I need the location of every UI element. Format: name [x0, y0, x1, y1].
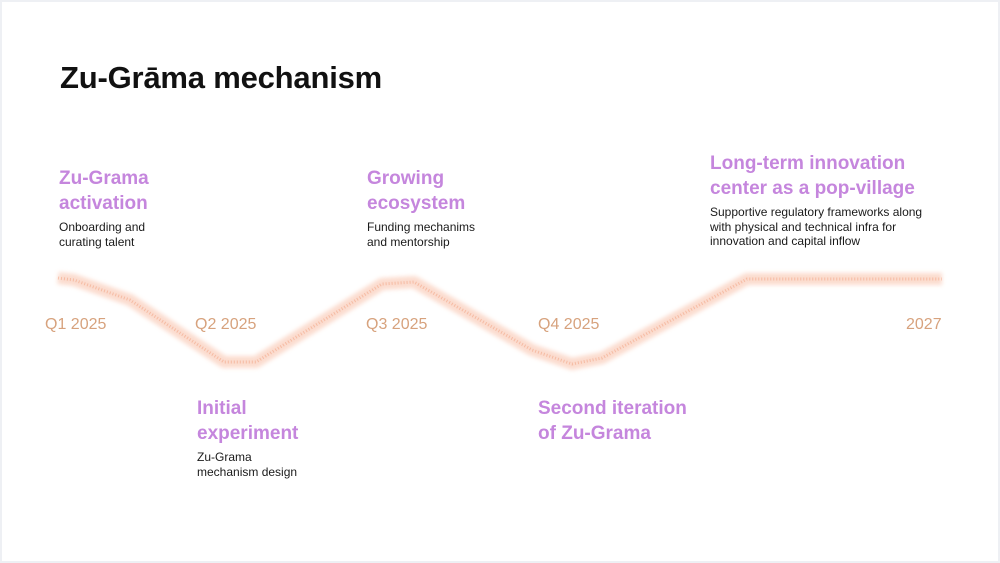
milestone-description: Supportive regulatory frameworks along w… [710, 205, 923, 248]
page-title: Zu-Grāma mechanism [60, 60, 383, 95]
milestone-title: Zu-Grama activation [59, 168, 149, 214]
milestone-growing-ecosystem: Growing ecosystem Funding mechanims and … [367, 166, 475, 249]
timeline-wave-line [57, 276, 942, 366]
milestone-long-term-innovation-center: Long-term innovation center as a pop-vil… [710, 151, 922, 249]
milestone-zu-grama-activation: Zu-Grama activation Onboarding and curat… [59, 166, 149, 249]
milestone-second-iteration: Second iteration of Zu-Grama [538, 396, 687, 446]
milestone-description: Funding mechanims and mentorship [367, 220, 476, 249]
period-label-q1-2025: Q1 2025 [45, 316, 107, 333]
period-label-q3-2025: Q3 2025 [366, 316, 428, 333]
milestone-title: Long-term innovation center as a pop-vil… [710, 153, 915, 199]
milestone-initial-experiment: Initial experiment Zu-Grama mechanism de… [197, 396, 298, 479]
milestone-description: Onboarding and curating talent [59, 220, 146, 249]
milestone-title: Second iteration of Zu-Grama [538, 398, 687, 444]
period-label-q4-2025: Q4 2025 [538, 316, 600, 333]
period-label-2027: 2027 [906, 316, 942, 333]
period-label-q2-2025: Q2 2025 [195, 316, 257, 333]
milestone-title: Initial experiment [197, 398, 299, 444]
milestone-description: Zu-Grama mechanism design [197, 450, 298, 479]
milestone-title: Growing ecosystem [367, 168, 466, 214]
timeline-wave-glow [57, 272, 942, 370]
